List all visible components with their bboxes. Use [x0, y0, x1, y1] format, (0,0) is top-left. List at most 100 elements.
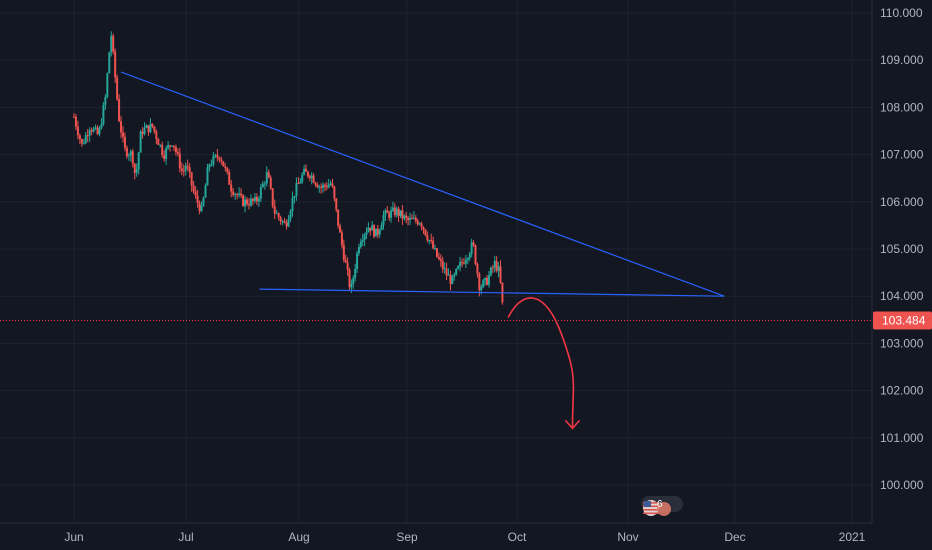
candle-body — [151, 123, 154, 127]
candle-body — [386, 210, 389, 213]
candle-body — [422, 227, 425, 230]
candle-body — [172, 145, 175, 148]
candle-body — [316, 184, 319, 188]
candle-body — [453, 274, 456, 277]
candle-body — [482, 280, 485, 288]
candle-body — [155, 131, 158, 139]
price-tick-label: 101.000 — [880, 431, 924, 445]
candle-body — [346, 262, 349, 270]
candle-body — [214, 154, 217, 156]
candle-body — [414, 217, 417, 221]
candle-body — [356, 253, 359, 269]
candle-body — [257, 198, 260, 202]
candle-body — [437, 256, 440, 260]
candle-body — [253, 197, 256, 201]
candle-body — [299, 181, 302, 184]
candle-body — [139, 131, 142, 153]
price-axis[interactable]: 110.000 109.000 108.000 107.000 106.000 105.0… — [871, 0, 932, 523]
candle-body — [86, 135, 89, 137]
candles-layer[interactable] — [73, 31, 504, 305]
candle-body — [167, 145, 170, 149]
candle-body — [122, 132, 124, 137]
candle-body — [497, 266, 500, 271]
candle-body — [388, 212, 391, 218]
price-tick-label: 106.000 — [880, 195, 924, 209]
upper-trendline[interactable] — [120, 71, 725, 297]
candle-body — [184, 165, 187, 171]
candle-body — [439, 259, 442, 262]
candle-body — [305, 168, 308, 172]
candle-body — [104, 96, 107, 105]
candle-body — [163, 155, 166, 159]
last-price-label: 103.484 — [882, 314, 926, 328]
candle-body — [405, 215, 408, 218]
candle-body — [247, 204, 250, 206]
candle-body — [303, 168, 306, 175]
candle-body — [325, 186, 328, 188]
candle-body — [174, 147, 177, 153]
candle-body — [365, 232, 368, 235]
candle-body — [169, 145, 172, 147]
candle-body — [123, 136, 126, 148]
candle-body — [228, 171, 231, 185]
candle-body — [206, 167, 209, 186]
candle-body — [318, 186, 321, 188]
price-tick-label: 107.000 — [880, 148, 924, 162]
event-badge[interactable]: 6 — [641, 496, 683, 516]
flag-stripe — [643, 512, 659, 515]
candle-body — [344, 259, 347, 263]
candle-body — [106, 73, 109, 97]
candle-body — [94, 127, 97, 129]
candle-body — [180, 168, 183, 171]
candle-body — [289, 211, 292, 220]
candle-body — [397, 208, 400, 216]
candle-body — [352, 277, 355, 285]
time-axis[interactable]: Jun Jul Aug Sep Oct Nov Dec 2021 — [0, 522, 872, 544]
candle-body — [192, 185, 195, 192]
candle-body — [491, 267, 494, 269]
candle-body — [82, 143, 85, 145]
time-tick-label: Sep — [396, 530, 418, 544]
candle-body — [80, 139, 83, 144]
candle-body — [178, 153, 181, 169]
time-tick-label: Jun — [64, 530, 83, 544]
candle-body — [484, 277, 487, 281]
candle-body — [499, 266, 502, 283]
candle-body — [361, 239, 364, 242]
lower-trendline[interactable] — [259, 288, 725, 297]
price-tick-label: 109.000 — [880, 53, 924, 67]
candle-body — [329, 183, 332, 185]
candle-body — [382, 215, 385, 225]
candle-body — [340, 232, 343, 245]
drawings-layer[interactable] — [120, 71, 725, 430]
candle-body — [434, 248, 437, 250]
candle-body — [161, 144, 164, 156]
candle-body — [98, 128, 101, 135]
time-tick-label: Nov — [617, 530, 638, 544]
candle-body — [354, 268, 357, 278]
candle-body — [171, 145, 173, 147]
candle-body — [308, 176, 311, 179]
candle-body — [420, 223, 423, 228]
candle-body — [238, 193, 241, 196]
candle-body — [373, 225, 376, 237]
candle-body — [234, 194, 237, 196]
candle-body — [102, 104, 105, 125]
candle-body — [73, 116, 75, 118]
candle-body — [457, 265, 460, 269]
candle-body — [226, 167, 229, 172]
candle-body — [118, 99, 121, 122]
candle-body — [461, 262, 463, 264]
candle-body — [208, 164, 211, 168]
candle-body — [337, 209, 340, 226]
candle-body — [327, 184, 330, 188]
price-tick-label: 100.000 — [880, 478, 924, 492]
candle-body — [451, 276, 454, 284]
candle-body — [108, 52, 111, 74]
projection-arrow[interactable] — [507, 297, 575, 429]
candle-body — [76, 126, 79, 136]
candle-body — [84, 135, 87, 144]
candle-body — [374, 228, 377, 237]
candle-body — [380, 224, 383, 231]
